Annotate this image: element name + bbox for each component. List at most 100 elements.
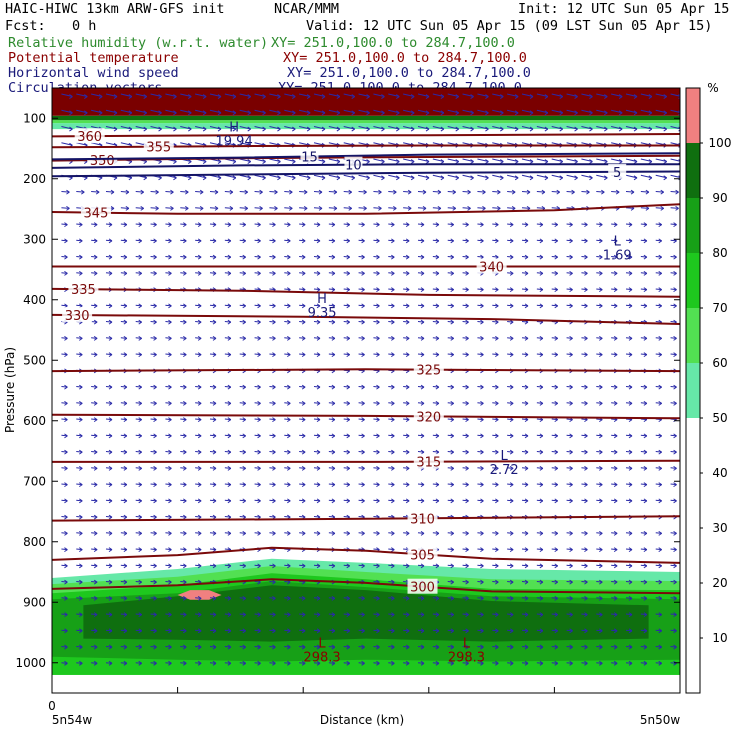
wind-vector-head xyxy=(480,563,484,569)
wind-vector-head xyxy=(242,384,246,390)
wind-vector-head xyxy=(197,400,202,406)
wind-vector xyxy=(536,93,548,98)
wind-vector-head xyxy=(138,238,142,244)
extremum-value: 19.94 xyxy=(216,135,253,150)
wind-vector-head xyxy=(613,563,618,569)
wind-vector-head xyxy=(153,335,157,341)
wind-vector-head xyxy=(79,547,83,553)
wind-vector-head xyxy=(452,189,456,195)
wind-vector-head xyxy=(346,433,350,439)
wind-vector-head xyxy=(123,222,128,228)
wind-vector-head xyxy=(376,222,380,228)
wind-vector-head xyxy=(108,660,113,666)
wind-vector-head xyxy=(643,530,648,536)
model-title: HAIC-HIWC 13km ARW-GFS init xyxy=(5,1,224,17)
wind-vector-head xyxy=(361,628,365,634)
wind-vector-head xyxy=(79,335,83,341)
wind-vector-head xyxy=(584,335,588,341)
wind-vector-head xyxy=(628,595,633,601)
wind-vector-head xyxy=(425,94,430,99)
wind-vector-head xyxy=(554,530,558,536)
wind-vector xyxy=(91,109,103,114)
wind-vector-head xyxy=(554,287,558,293)
wind-vector-head xyxy=(539,579,544,585)
wind-vector-head xyxy=(524,449,529,455)
wind-vector-head xyxy=(599,595,603,601)
wind-vector-head xyxy=(212,547,217,553)
wind-vector-head xyxy=(153,660,157,666)
wind-vector xyxy=(165,109,177,114)
wind-vector-head xyxy=(242,254,246,260)
wind-vector-head xyxy=(346,400,350,406)
wind-vector-head xyxy=(81,189,85,195)
wind-vector xyxy=(596,126,608,130)
wind-vector-head xyxy=(569,449,573,455)
wind-vector-head xyxy=(64,238,68,244)
wind-vector-head xyxy=(391,482,395,488)
wind-vector-head xyxy=(316,433,321,439)
wind-vector-head xyxy=(658,400,662,406)
wind-vector xyxy=(120,109,132,114)
wind-vector-head xyxy=(376,254,380,260)
wind-vector-head xyxy=(569,595,573,601)
wind-vector-head xyxy=(569,563,573,569)
wind-vector-head xyxy=(257,303,261,309)
wind-label: 15 xyxy=(301,150,318,165)
wind-vector-head xyxy=(361,287,365,293)
wind-vector-head xyxy=(673,563,677,569)
wind-vector xyxy=(373,126,385,130)
wind-vector-head xyxy=(584,482,588,488)
wind-vector-head xyxy=(183,595,187,601)
wind-vector-head xyxy=(346,303,350,309)
wind-vector-head xyxy=(287,303,291,309)
wind-vector-head xyxy=(450,400,454,406)
wind-vector-head xyxy=(316,335,321,341)
wind-vector-head xyxy=(108,465,113,471)
wind-vector-head xyxy=(613,335,618,341)
wind-vector-head xyxy=(336,175,341,181)
wind-vector-head xyxy=(485,175,489,181)
wind-vector-head xyxy=(405,433,410,439)
wind-vector-head xyxy=(108,579,113,585)
wind-vector-head xyxy=(262,175,266,181)
wind-vector xyxy=(195,207,204,209)
y-tick-label: 300 xyxy=(23,232,46,246)
wind-vector-head xyxy=(272,530,276,536)
wind-vector-head xyxy=(378,205,382,211)
wind-vector-head xyxy=(435,595,440,601)
wind-vector-head xyxy=(95,189,100,195)
wind-vector-head xyxy=(569,384,573,390)
wind-vector-head xyxy=(450,254,454,260)
wind-vector xyxy=(105,191,115,193)
wind-vector-head xyxy=(247,110,251,116)
wind-vector-head xyxy=(257,644,261,650)
wind-vector-head xyxy=(348,205,352,211)
wind-vector-head xyxy=(480,498,484,504)
wind-vector xyxy=(343,109,355,114)
wind-vector-head xyxy=(509,612,514,618)
wind-vector-head xyxy=(64,400,68,406)
wind-vector-head xyxy=(242,595,246,601)
wind-vector-head xyxy=(628,579,633,585)
wind-vector xyxy=(640,191,649,193)
wind-vector-head xyxy=(435,254,440,260)
wind-vector-head xyxy=(613,547,618,553)
wind-vector-head xyxy=(628,222,633,228)
wind-vector-head xyxy=(450,270,454,276)
wind-vector xyxy=(120,142,132,146)
wind-vector-head xyxy=(363,205,367,211)
wind-vector xyxy=(180,142,192,146)
wind-vector-head xyxy=(197,319,202,325)
wind-vector-head xyxy=(628,335,633,341)
rh-region xyxy=(52,120,680,124)
wind-vector-head xyxy=(391,612,395,618)
wind-vector xyxy=(373,207,382,209)
wind-vector-head xyxy=(467,205,471,211)
wind-vector-head xyxy=(539,547,544,553)
wind-vector-head xyxy=(663,126,667,132)
wind-vector-head xyxy=(509,660,514,666)
wind-vector-head xyxy=(138,303,142,309)
wind-vector xyxy=(224,158,236,163)
wind-vector-head xyxy=(465,628,469,634)
wind-vector xyxy=(417,191,427,193)
